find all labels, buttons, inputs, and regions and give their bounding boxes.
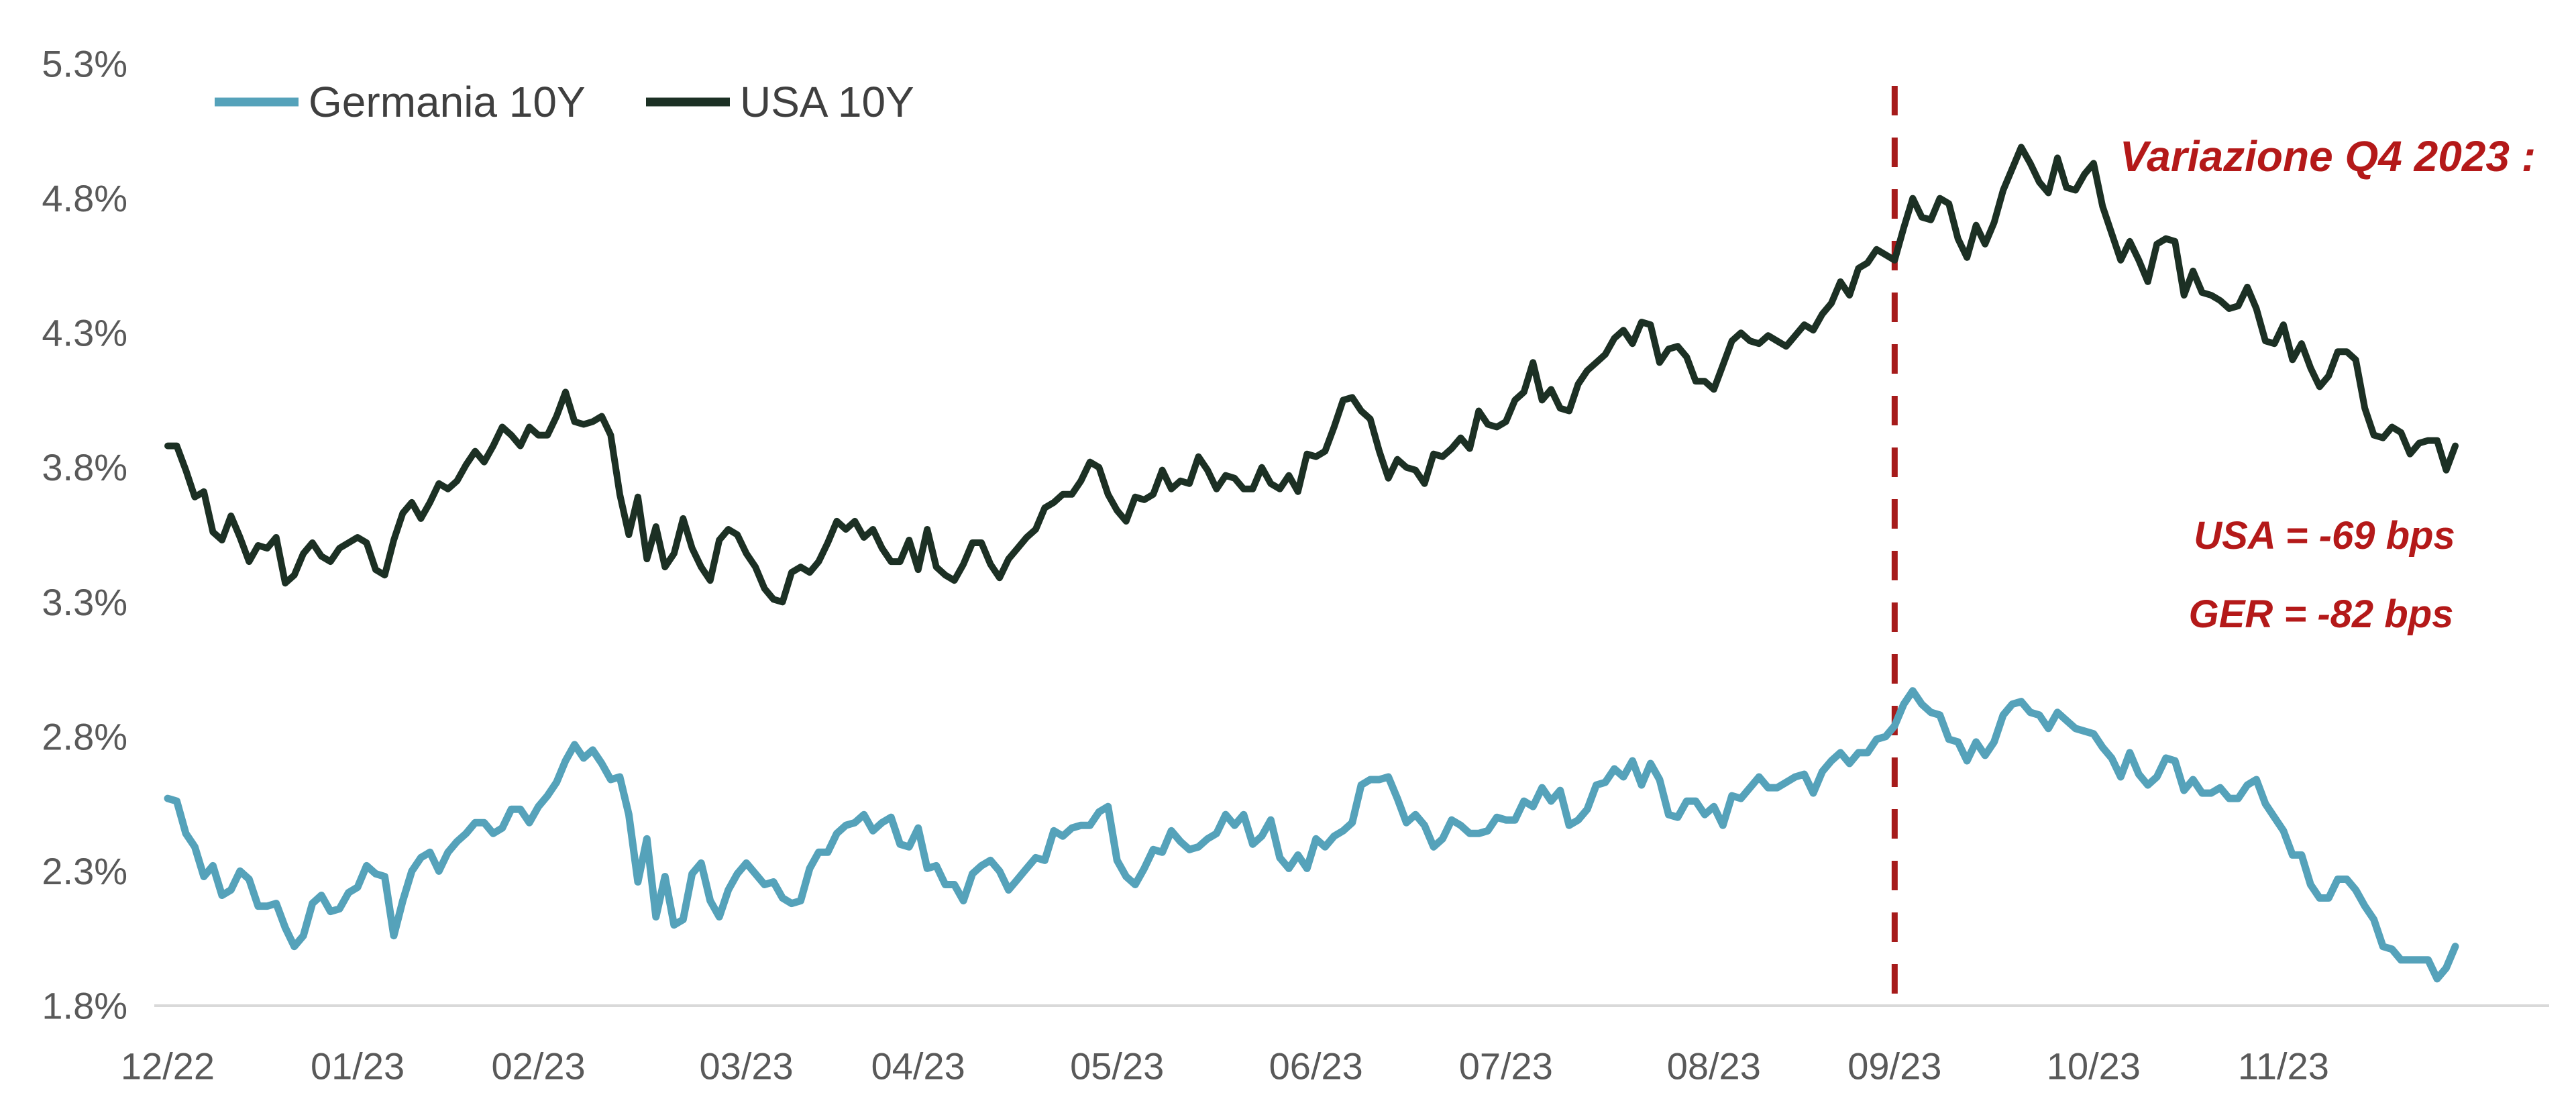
y-tick-label: 5.3% bbox=[42, 43, 127, 85]
series-line-usa-10y bbox=[164, 144, 2459, 606]
y-tick-label: 2.8% bbox=[42, 715, 127, 757]
x-tick-label: 06/23 bbox=[1269, 1045, 1363, 1088]
x-tick-label: 10/23 bbox=[2047, 1045, 2141, 1088]
x-tick-label: 07/23 bbox=[1459, 1045, 1553, 1088]
y-tick-label: 3.8% bbox=[42, 446, 127, 488]
x-tick-label: 12/22 bbox=[121, 1045, 215, 1088]
x-tick-label: 04/23 bbox=[871, 1045, 965, 1088]
x-tick-label: 02/23 bbox=[492, 1045, 586, 1088]
y-tick-label: 2.3% bbox=[42, 850, 127, 892]
x-tick-label: 03/23 bbox=[700, 1045, 794, 1088]
annotation-ger-bps: GER = -82 bps bbox=[2189, 592, 2454, 636]
legend-germania-label: Germania 10Y bbox=[309, 78, 586, 126]
x-tick-label: 05/23 bbox=[1070, 1045, 1164, 1088]
y-tick-label: 3.3% bbox=[42, 581, 127, 623]
x-tick-label: 08/23 bbox=[1667, 1045, 1761, 1088]
annotation-usa-bps: USA = -69 bps bbox=[2194, 514, 2455, 558]
annotations: Variazione Q4 2023 : USA = -69 bps GER =… bbox=[2120, 132, 2536, 636]
legend: Germania 10Y USA 10Y bbox=[215, 78, 914, 126]
y-tick-label: 4.3% bbox=[42, 312, 127, 354]
y-tick-label: 1.8% bbox=[42, 985, 127, 1027]
plot-area: 5.3% 4.8% 4.3% 3.8% 3.3% 2.8% 2.3% 1.8% 12/22 01/… bbox=[42, 43, 2459, 1088]
legend-usa-label: USA 10Y bbox=[740, 78, 914, 126]
x-tick-label: 01/23 bbox=[311, 1045, 405, 1088]
y-tick-label: 4.8% bbox=[42, 177, 127, 219]
x-tick-label: 11/23 bbox=[2238, 1045, 2329, 1088]
x-tick-label: 09/23 bbox=[1847, 1045, 1941, 1088]
series-line-germania-10y bbox=[164, 687, 2459, 983]
annotation-title-q4-variation: Variazione Q4 2023 : bbox=[2120, 132, 2536, 180]
